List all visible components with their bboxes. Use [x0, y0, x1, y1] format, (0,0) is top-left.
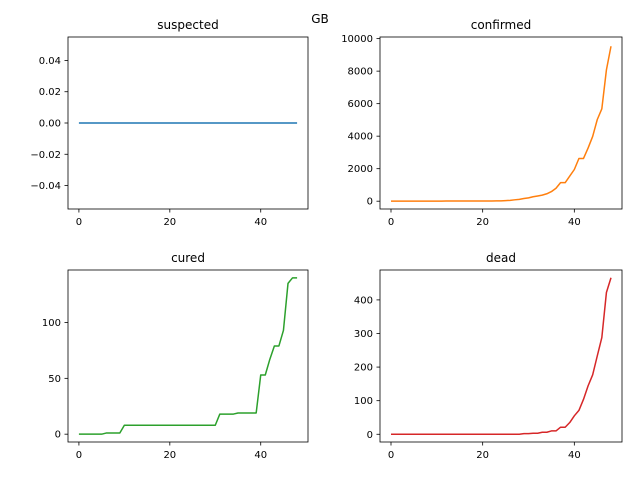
y-tick-label: 0: [367, 197, 373, 208]
subplot-grid: suspected 0 20 40 −0.04 −0.02 0.00 0.02 0.04 conf…: [30, 18, 623, 461]
y-tick-label: 0: [367, 430, 373, 441]
y-tick-label: 0: [55, 430, 61, 441]
y-tick-label: 6000: [348, 99, 373, 110]
subplot-title: cured: [171, 251, 205, 265]
axes-frame: [67, 269, 309, 443]
y-tick-label: 400: [354, 295, 373, 306]
y-tick-label: 100: [354, 396, 373, 407]
series-line-cured: [78, 277, 298, 435]
y-tick-label: 0.04: [39, 56, 61, 67]
y-tick-label: 50: [48, 374, 61, 385]
subplot-cured: cured 0 20 40 0 50 100: [42, 251, 309, 461]
x-tick-label: 40: [568, 450, 581, 461]
axes-frame: [67, 36, 309, 210]
x-tick-label: 40: [254, 217, 267, 228]
y-tick-label: 4000: [348, 132, 373, 143]
x-tick-label: 0: [76, 450, 82, 461]
y-tick-label: 200: [354, 363, 373, 374]
y-tick-label: 100: [42, 318, 61, 329]
y-tick-label: 10000: [341, 34, 373, 45]
subplot-title: confirmed: [471, 18, 532, 32]
y-tick-label: 8000: [348, 67, 373, 78]
y-tick-label: −0.02: [30, 150, 61, 161]
x-tick-label: 20: [163, 217, 176, 228]
series-line-confirmed: [391, 46, 612, 202]
x-tick-label: 0: [76, 217, 82, 228]
axes-frame: [379, 36, 623, 210]
y-tick-label: 2000: [348, 164, 373, 175]
x-tick-label: 20: [476, 450, 489, 461]
x-tick-label: 40: [254, 450, 267, 461]
subplot-title: suspected: [157, 18, 218, 32]
axes-frame: [379, 269, 623, 443]
y-tick-label: 0.02: [39, 87, 61, 98]
y-tick-label: 300: [354, 329, 373, 340]
subplot-confirmed: confirmed 0 20 40 0 2000 4000 6000 8000 10000: [341, 18, 623, 228]
x-tick-label: 0: [388, 450, 394, 461]
x-tick-label: 20: [476, 217, 489, 228]
subplot-suspected: suspected 0 20 40 −0.04 −0.02 0.00 0.02 0.04: [30, 18, 309, 228]
y-tick-label: 0.00: [39, 119, 61, 130]
x-tick-label: 0: [388, 217, 394, 228]
x-tick-label: 20: [163, 450, 176, 461]
y-tick-label: −0.04: [30, 181, 61, 192]
subplot-title: dead: [486, 251, 516, 265]
x-tick-label: 40: [568, 217, 581, 228]
series-line-dead: [391, 277, 612, 436]
figure-suptitle: GB: [311, 12, 329, 26]
